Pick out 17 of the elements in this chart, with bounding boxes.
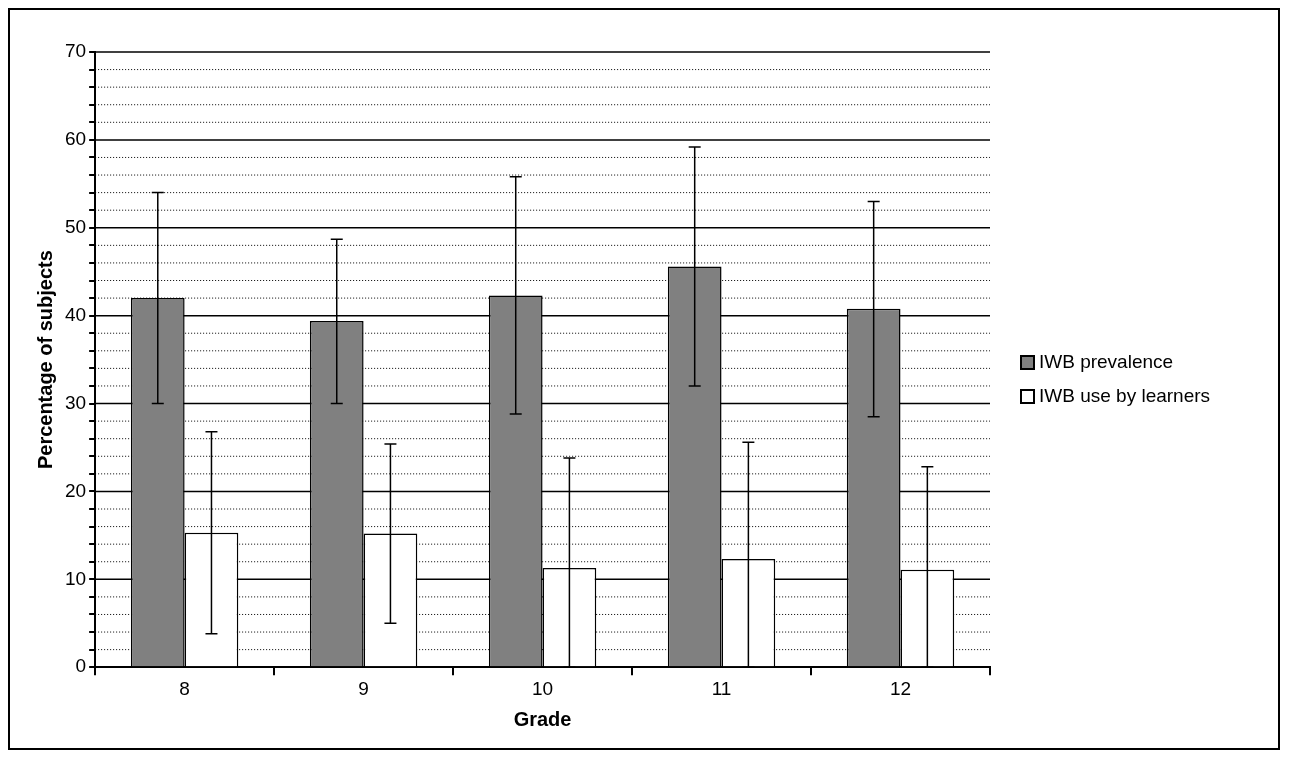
y-tick-label: 60 xyxy=(64,128,87,150)
x-tick-label: 12 xyxy=(889,677,912,699)
x-tick-label: 10 xyxy=(532,677,554,699)
x-tick-label: 9 xyxy=(358,677,369,699)
y-axis-title: Percentage of subjects xyxy=(33,250,56,470)
x-tick-label: 11 xyxy=(711,677,732,699)
y-tick-label: 30 xyxy=(64,391,87,413)
y-tick-label: 10 xyxy=(64,567,87,589)
x-tick-label: 8 xyxy=(179,677,190,699)
y-tick-label: 70 xyxy=(64,40,87,62)
legend-label: IWB prevalence xyxy=(1039,351,1174,373)
y-tick-label: 20 xyxy=(64,479,87,501)
x-axis-title: Grade xyxy=(513,707,572,730)
y-tick-label: 40 xyxy=(64,303,87,325)
y-tick-label: 0 xyxy=(75,655,87,677)
y-tick-label: 50 xyxy=(64,216,87,238)
text: IWB use by learners xyxy=(1039,385,1211,407)
